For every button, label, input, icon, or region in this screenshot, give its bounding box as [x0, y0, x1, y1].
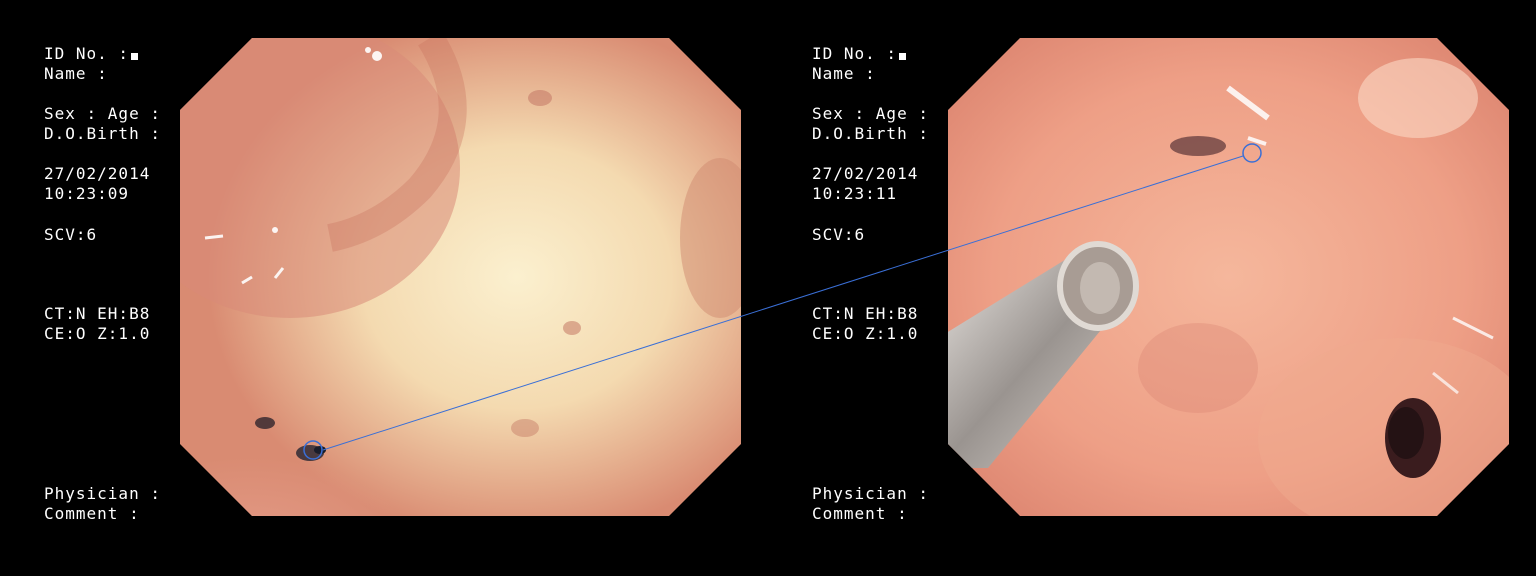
id-number-label: ID No. :: [44, 44, 139, 64]
comment-label: Comment :: [44, 504, 140, 523]
ct-eh-text: CT:N EH:B8: [44, 304, 151, 323]
physician-label: Physician :: [812, 484, 929, 503]
ct-eh-text: CT:N EH:B8: [812, 304, 919, 323]
name-label: Name :: [812, 64, 876, 83]
date-text: 27/02/2014: [812, 164, 919, 183]
left-endoscopy-image: [180, 38, 741, 516]
scv-text: SCV:6: [812, 225, 866, 244]
dob-label: D.O.Birth :: [44, 124, 161, 143]
physician-label: Physician :: [44, 484, 161, 503]
dob-label: D.O.Birth :: [812, 124, 929, 143]
scv-text: SCV:6: [44, 225, 98, 244]
left-panel: ID No. : Name : Sex : Age : D.O.Birth : …: [44, 44, 161, 523]
sex-age-label: Sex : Age :: [812, 104, 929, 123]
right-endoscopy-image: [948, 38, 1509, 516]
time-text: 10:23:09: [44, 184, 130, 203]
id-number-label: ID No. :: [812, 44, 907, 64]
date-text: 27/02/2014: [44, 164, 151, 183]
ce-z-text: CE:O Z:1.0: [44, 324, 151, 343]
name-label: Name :: [44, 64, 108, 83]
comment-label: Comment :: [812, 504, 908, 523]
sex-age-label: Sex : Age :: [44, 104, 161, 123]
ce-z-text: CE:O Z:1.0: [812, 324, 919, 343]
time-text: 10:23:11: [812, 184, 898, 203]
